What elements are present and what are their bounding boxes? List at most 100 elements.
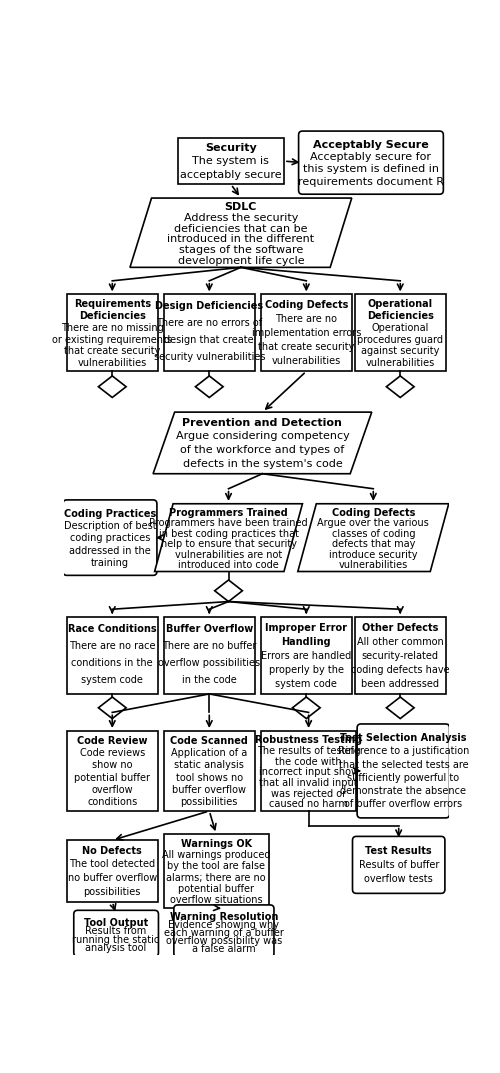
Text: Test Selection Analysis: Test Selection Analysis [340, 733, 466, 744]
Text: The results of testing: The results of testing [257, 746, 360, 755]
Text: Improper Error: Improper Error [266, 622, 347, 633]
Bar [355, 617, 446, 694]
Text: that all invalid input: that all invalid input [260, 778, 358, 788]
Text: static analysis: static analysis [174, 761, 244, 770]
Text: overflow possibilities: overflow possibilities [158, 658, 260, 668]
Text: coding practices: coding practices [70, 533, 150, 543]
Text: possibilities: possibilities [180, 797, 238, 807]
Text: Requirements: Requirements [74, 299, 151, 309]
Text: Evidence showing why: Evidence showing why [168, 921, 280, 930]
Bar [261, 617, 352, 694]
Text: vulnerabilities are not: vulnerabilities are not [175, 549, 282, 560]
FancyBboxPatch shape [352, 836, 445, 894]
Text: no buffer overflow: no buffer overflow [68, 873, 157, 883]
Text: Code Scanned: Code Scanned [170, 736, 248, 746]
Text: Errors are handled: Errors are handled [261, 650, 352, 661]
Text: coding defects have: coding defects have [351, 664, 450, 675]
Text: vulnerabilities: vulnerabilities [366, 358, 435, 368]
Text: addressed in the: addressed in the [69, 546, 151, 556]
Polygon shape [292, 697, 320, 719]
Text: There are no race: There are no race [69, 641, 156, 651]
Text: overflow: overflow [92, 785, 133, 795]
Text: by the tool are false: by the tool are false [167, 862, 265, 871]
Text: introduced in the different: introduced in the different [168, 234, 314, 245]
Polygon shape [98, 376, 126, 397]
Text: analysis tool: analysis tool [86, 943, 146, 953]
Text: was rejected or: was rejected or [271, 789, 346, 798]
Text: tool shows no: tool shows no [176, 773, 243, 783]
Text: each warning of a buffer: each warning of a buffer [164, 928, 284, 938]
Text: Coding Defects: Coding Defects [264, 300, 348, 310]
Bar [67, 731, 158, 811]
Text: Coding Defects: Coding Defects [332, 508, 415, 518]
Text: Description of best: Description of best [64, 521, 156, 531]
FancyBboxPatch shape [357, 724, 450, 818]
Text: vulnerabilities: vulnerabilities [338, 560, 408, 570]
Text: vulnerabilities: vulnerabilities [78, 358, 147, 368]
Text: defects that may: defects that may [332, 540, 415, 549]
Bar [261, 731, 356, 811]
Text: potential buffer: potential buffer [178, 884, 254, 894]
Bar [355, 294, 446, 371]
Text: the code with: the code with [276, 756, 342, 766]
Text: potential buffer: potential buffer [74, 773, 150, 783]
Text: There are no missing: There are no missing [61, 323, 164, 333]
Text: of the workforce and types of: of the workforce and types of [180, 445, 344, 455]
Polygon shape [154, 503, 302, 572]
Text: stages of the software: stages of the software [178, 245, 303, 255]
Text: Acceptably Secure: Acceptably Secure [313, 139, 429, 150]
Bar [67, 617, 158, 694]
Text: sufficiently powerful to: sufficiently powerful to [348, 773, 460, 783]
Text: show no: show no [92, 761, 132, 770]
Text: training: training [91, 558, 129, 568]
Text: Prevention and Detection: Prevention and Detection [182, 417, 342, 428]
Text: introduced into code: introduced into code [178, 560, 279, 570]
Bar [67, 294, 158, 371]
Text: The system is: The system is [192, 157, 270, 166]
FancyBboxPatch shape [74, 910, 158, 956]
Text: Handling: Handling [282, 636, 331, 647]
FancyBboxPatch shape [63, 500, 157, 575]
Text: No Defects: No Defects [82, 846, 142, 855]
Text: Results of buffer: Results of buffer [358, 859, 439, 870]
Text: buffer overflow: buffer overflow [172, 785, 246, 795]
Text: system code: system code [82, 675, 143, 686]
Text: help to ensure that security: help to ensure that security [160, 540, 296, 549]
Text: Coding Practices: Coding Practices [64, 509, 156, 518]
FancyBboxPatch shape [298, 131, 444, 194]
Text: Programmers have been trained: Programmers have been trained [149, 518, 308, 528]
Text: conditions: conditions [87, 797, 138, 807]
Text: There are no buffer: There are no buffer [162, 641, 256, 651]
Text: Other Defects: Other Defects [362, 622, 438, 633]
Text: design that create: design that create [164, 336, 254, 346]
Text: Test Results: Test Results [366, 846, 432, 856]
Text: Operational: Operational [372, 323, 429, 333]
Text: running the static: running the static [72, 935, 160, 944]
Text: Application of a: Application of a [171, 748, 248, 759]
Text: demonstrate the absence: demonstrate the absence [340, 787, 466, 796]
Polygon shape [386, 697, 414, 719]
Text: alarms; there are no: alarms; there are no [166, 872, 266, 883]
Text: Design Deficiencies: Design Deficiencies [155, 302, 264, 311]
Text: Address the security: Address the security [184, 212, 298, 223]
Text: requirements document R: requirements document R [298, 177, 444, 187]
Text: Tool Output: Tool Output [84, 917, 148, 927]
Text: Code reviews: Code reviews [80, 748, 145, 759]
Polygon shape [130, 199, 352, 267]
Polygon shape [196, 376, 223, 397]
Text: security vulnerabilities: security vulnerabilities [154, 353, 265, 363]
Text: introduce security: introduce security [329, 549, 418, 560]
Polygon shape [386, 376, 414, 397]
Text: acceptably secure: acceptably secure [180, 170, 282, 179]
Polygon shape [298, 503, 449, 572]
Text: deficiencies that can be: deficiencies that can be [174, 223, 308, 234]
Text: overflow situations: overflow situations [170, 896, 262, 906]
Text: defects in the system's code: defects in the system's code [182, 458, 342, 469]
Text: possibilities: possibilities [84, 886, 141, 897]
Text: There are no errors of: There are no errors of [156, 319, 262, 328]
Text: vulnerabilities: vulnerabilities [272, 356, 341, 366]
Text: caused no harm: caused no harm [269, 799, 348, 809]
Text: Argue over the various: Argue over the various [318, 518, 429, 528]
Bar [178, 138, 284, 185]
Text: that create security: that create security [64, 347, 160, 356]
